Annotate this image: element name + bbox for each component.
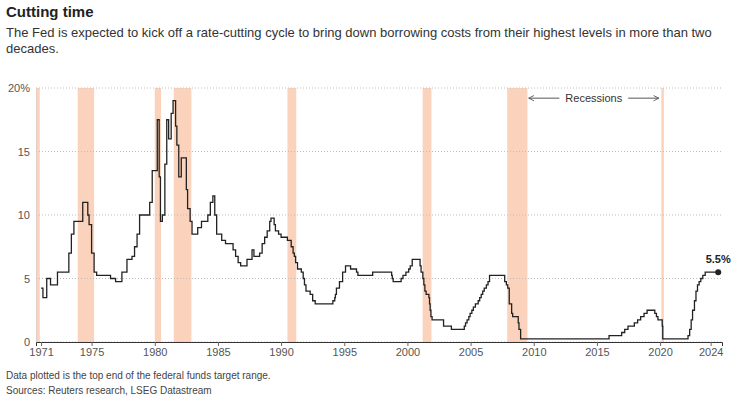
chart-subtitle: The Fed is expected to kick off a rate-c…	[6, 25, 712, 56]
subtitle-line: decades.	[6, 41, 59, 56]
x-axis: 1971 1975 1980 1985 1990 1995 2000 2005 2010 2015…	[29, 342, 723, 358]
notes: Data plotted is the top end of the feder…	[6, 370, 271, 396]
x-tick-label: 2010	[522, 346, 546, 358]
x-tick: 2024	[699, 342, 723, 358]
x-tick: 1975	[80, 342, 104, 358]
y-tick-label: 20%	[8, 82, 30, 94]
recession-arrow	[628, 98, 659, 99]
x-tick-label: 1995	[333, 346, 357, 358]
x-tick: 1990	[269, 342, 293, 358]
x-tick-label: 2020	[648, 346, 672, 358]
x-axis-line	[37, 343, 723, 347]
x-tick-label: 1990	[269, 346, 293, 358]
line-group	[41, 101, 718, 339]
recession-label: Recessions	[565, 92, 622, 104]
rate-line	[41, 101, 718, 339]
end-label: 5.5%	[706, 253, 731, 265]
recession-band	[78, 88, 94, 342]
y-tick: 10	[18, 209, 36, 221]
grid	[36, 88, 722, 342]
y-tick-label: 5	[24, 273, 30, 285]
x-tick-label: 2024	[699, 346, 723, 358]
x-tick: 2015	[585, 342, 609, 358]
x-tick-label: 2005	[459, 346, 483, 358]
x-tick: 1985	[206, 342, 230, 358]
x-tick-label: 1980	[143, 346, 167, 358]
chart-title: Cutting time	[6, 3, 94, 20]
x-tick: 1995	[333, 342, 357, 358]
x-tick: 1980	[143, 342, 167, 358]
x-tick: 2005	[459, 342, 483, 358]
grid-line	[36, 88, 722, 89]
grid-line	[36, 151, 722, 152]
x-tick-label: 2000	[396, 346, 420, 358]
recession-annotation: Recessions	[529, 92, 659, 104]
chart-container: Cutting time The Fed is expected to kick …	[0, 0, 750, 407]
chart-svg: Cutting time The Fed is expected to kick …	[0, 0, 750, 407]
annotations: 5.5%	[706, 253, 731, 275]
y-tick: 20%	[8, 82, 36, 94]
x-tick: 2000	[396, 342, 420, 358]
note: Sources: Reuters research, LSEG Datastre…	[6, 385, 212, 396]
x-tick-label: 2015	[585, 346, 609, 358]
note: Data plotted is the top end of the feder…	[6, 370, 271, 381]
y-tick: 5	[24, 273, 36, 285]
recession-arrow	[529, 98, 560, 99]
grid-line	[36, 215, 722, 216]
end-point	[715, 269, 721, 275]
x-tick: 2010	[522, 342, 546, 358]
x-tick: 1971	[29, 342, 53, 358]
y-tick-label: 10	[18, 209, 30, 221]
x-tick-label: 1985	[206, 346, 230, 358]
y-axis-line	[36, 89, 37, 343]
x-tick-label: 1971	[29, 346, 53, 358]
y-tick-label: 15	[18, 146, 30, 158]
grid-line	[36, 278, 722, 279]
y-axis: 20%151050	[8, 82, 37, 348]
recession-bands	[36, 88, 664, 342]
y-tick: 15	[18, 146, 36, 158]
subtitle-line: The Fed is expected to kick off a rate-c…	[6, 25, 712, 40]
x-tick-label: 1975	[80, 346, 104, 358]
x-tick: 2020	[648, 342, 672, 358]
